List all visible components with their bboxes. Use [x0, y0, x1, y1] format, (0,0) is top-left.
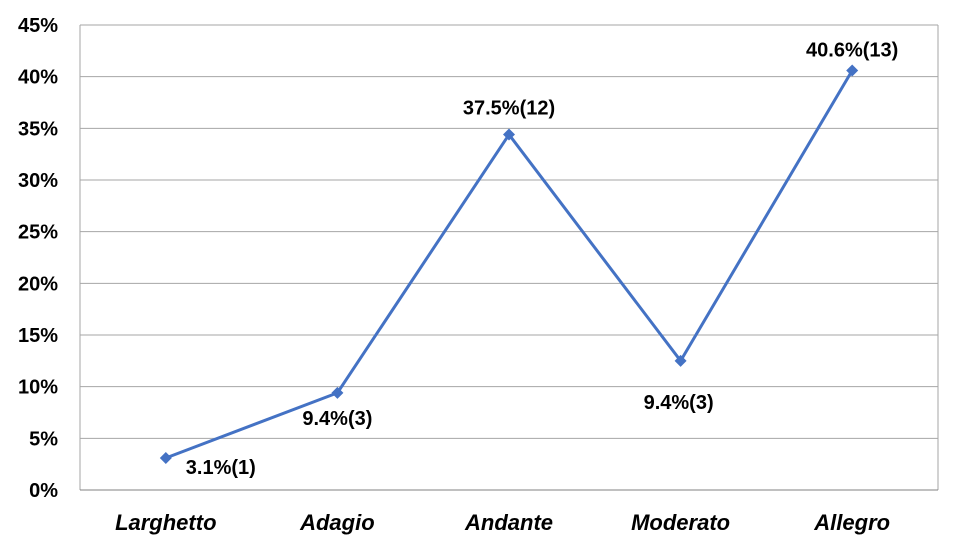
y-tick-label: 25%	[18, 222, 58, 244]
data-point-marker	[846, 64, 859, 77]
data-label: 9.4%(3)	[302, 408, 372, 430]
data-label: 3.1%(1)	[186, 457, 256, 479]
y-tick-label: 35%	[18, 118, 58, 140]
y-tick-label: 30%	[18, 170, 58, 192]
y-axis-tick-labels: 0% 5% 10% 15% 20% 25% 30% 35% 40% 45%	[18, 15, 58, 502]
data-label: 9.4%(3)	[644, 392, 714, 414]
data-series	[159, 64, 859, 464]
data-label: 40.6%(13)	[806, 39, 898, 61]
x-category-label: Andante	[464, 510, 553, 535]
x-category-label: Allegro	[813, 510, 890, 535]
x-category-label: Moderato	[631, 510, 730, 535]
data-point-marker	[159, 451, 172, 464]
gridlines	[79, 24, 939, 491]
data-label: 37.5%(12)	[463, 98, 555, 120]
data-labels: 3.1%(1) 9.4%(3) 37.5%(12) 9.4%(3) 40.6%(13)	[186, 39, 899, 479]
y-tick-label: 40%	[18, 67, 58, 89]
y-tick-label: 20%	[18, 273, 58, 295]
data-point-marker	[503, 128, 515, 141]
x-category-label: Larghetto	[115, 510, 216, 535]
x-axis-category-labels: Larghetto Adagio Andante Moderato Allegro	[115, 510, 890, 535]
data-point-marker	[674, 354, 687, 367]
y-tick-label: 5%	[29, 428, 58, 450]
y-tick-label: 10%	[18, 377, 58, 399]
y-tick-label: 45%	[18, 15, 58, 37]
y-tick-label: 15%	[18, 325, 58, 347]
data-point-marker	[331, 386, 344, 399]
y-tick-label: 0%	[29, 480, 58, 502]
x-category-label: Adagio	[299, 510, 375, 535]
